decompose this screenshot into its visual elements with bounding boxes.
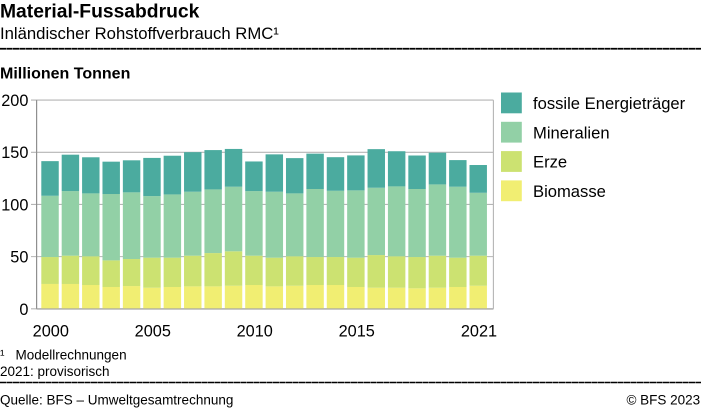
svg-text:Millionen Tonnen: Millionen Tonnen bbox=[0, 66, 130, 83]
svg-text:Material-Fussabdruck: Material-Fussabdruck bbox=[0, 2, 200, 23]
svg-text:200: 200 bbox=[1, 92, 28, 110]
svg-text:Mineralien: Mineralien bbox=[533, 123, 610, 142]
svg-text:fossile Energieträger: fossile Energieträger bbox=[533, 94, 686, 113]
svg-text:50: 50 bbox=[10, 249, 28, 267]
svg-text:Modellrechnungen: Modellrechnungen bbox=[16, 348, 127, 363]
svg-text:100: 100 bbox=[1, 196, 28, 214]
svg-text:0: 0 bbox=[19, 301, 28, 319]
svg-text:2010: 2010 bbox=[237, 322, 273, 340]
svg-text:Biomasse: Biomasse bbox=[533, 182, 606, 201]
svg-text:Quelle: BFS – Umweltgesamtrech: Quelle: BFS – Umweltgesamtrechnung bbox=[0, 393, 233, 408]
svg-text:2021: 2021 bbox=[461, 322, 497, 340]
svg-text:150: 150 bbox=[1, 144, 28, 162]
svg-text:Inländischer Rohstoffverbrauch: Inländischer Rohstoffverbrauch RMC¹ bbox=[0, 24, 279, 43]
svg-text:¹: ¹ bbox=[0, 348, 5, 363]
svg-text:2021: provisorisch: 2021: provisorisch bbox=[0, 364, 110, 379]
svg-text:2000: 2000 bbox=[33, 322, 69, 340]
svg-text:© BFS 2023: © BFS 2023 bbox=[626, 393, 700, 408]
svg-text:2005: 2005 bbox=[135, 322, 171, 340]
svg-text:2015: 2015 bbox=[339, 322, 375, 340]
svg-text:Erze: Erze bbox=[533, 153, 567, 172]
